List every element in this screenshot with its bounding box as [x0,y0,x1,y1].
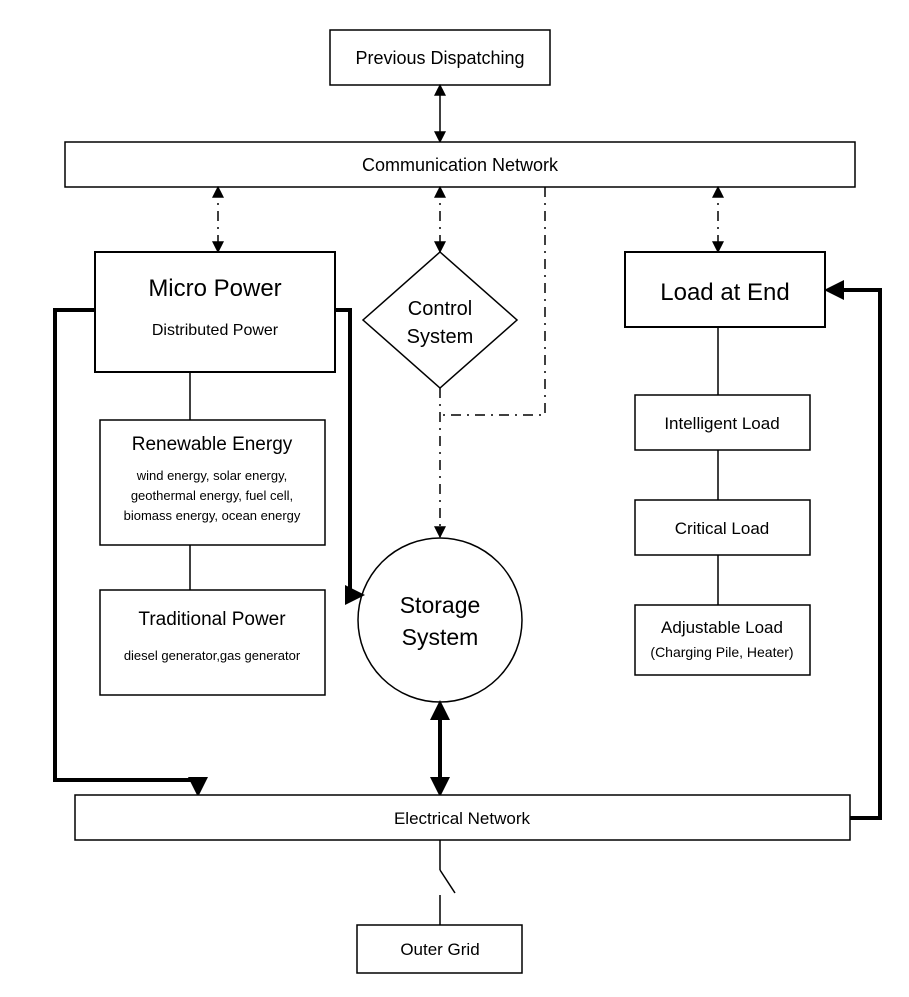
edge-electrical-load-bold [828,290,880,818]
storage-system-line2: System [402,624,479,650]
control-system-line1: Control [408,298,472,320]
renewable-energy-d2: geothermal energy, fuel cell, [131,488,293,503]
node-outer-grid: Outer Grid [357,925,522,973]
renewable-energy-d1: wind energy, solar energy, [136,468,288,483]
flowchart-canvas: Previous Dispatching Communication Netwo… [0,0,909,997]
intelligent-load-label: Intelligent Load [664,414,779,433]
micro-power-title: Micro Power [148,275,281,302]
node-micro-power: Micro Power Distributed Power [95,252,335,372]
communication-network-label: Communication Network [362,155,559,175]
node-communication-network: Communication Network [65,142,855,187]
node-storage-system: Storage System [358,538,522,702]
load-at-end-label: Load at End [660,279,789,306]
storage-system-line1: Storage [400,592,481,618]
node-critical-load: Critical Load [635,500,810,555]
edge-electrical-outergrid [440,840,455,925]
outer-grid-label: Outer Grid [400,940,479,959]
node-previous-dispatching: Previous Dispatching [330,30,550,85]
critical-load-label: Critical Load [675,519,770,538]
edge-mp-electrical-bold [55,310,198,793]
electrical-network-label: Electrical Network [394,809,531,828]
node-adjustable-load: Adjustable Load (Charging Pile, Heater) [635,605,810,675]
node-traditional-power: Traditional Power diesel generator,gas g… [100,590,325,695]
node-intelligent-load: Intelligent Load [635,395,810,450]
adjustable-load-detail: (Charging Pile, Heater) [650,644,793,660]
adjustable-load-title: Adjustable Load [661,618,783,637]
renewable-energy-d3: biomass energy, ocean energy [124,508,301,523]
traditional-power-title: Traditional Power [138,609,286,630]
renewable-energy-title: Renewable Energy [132,434,293,455]
node-load-at-end: Load at End [625,252,825,327]
node-electrical-network: Electrical Network [75,795,850,840]
previous-dispatching-label: Previous Dispatching [355,48,524,68]
node-control-system: Control System [363,252,517,388]
node-renewable-energy: Renewable Energy wind energy, solar ener… [100,420,325,545]
edge-mp-storage-bold [335,310,361,595]
traditional-power-detail: diesel generator,gas generator [124,648,301,663]
micro-power-subtitle: Distributed Power [152,322,279,339]
control-system-line2: System [407,326,474,348]
